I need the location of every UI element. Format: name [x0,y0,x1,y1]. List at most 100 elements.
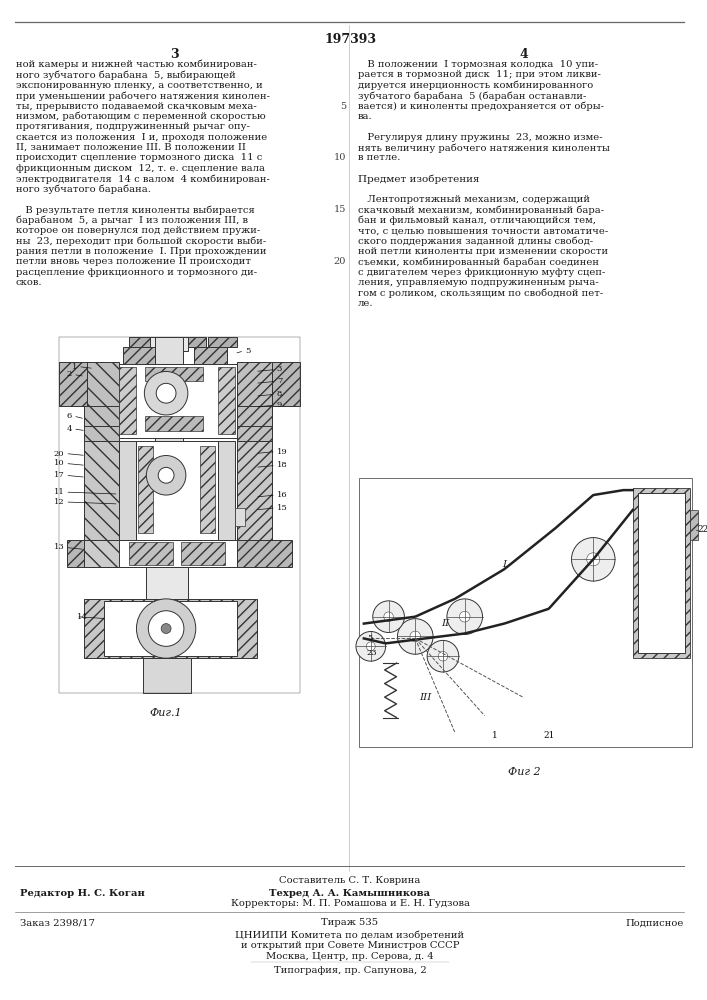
Bar [181,542,226,565]
Bar [238,540,292,567]
Circle shape [158,467,174,483]
Text: Предмет изобретения: Предмет изобретения [358,174,479,184]
Bar [238,362,272,441]
Text: петли вновь через положение II происходит: петли вновь через положение II происходи… [16,257,251,266]
Text: скается из положения  I и, проходя положение: скается из положения I и, проходя положе… [16,133,267,142]
Bar [119,364,238,438]
Bar [218,367,235,434]
Bar [200,446,214,533]
Bar [129,542,173,565]
Text: 22: 22 [697,525,707,534]
Bar [238,441,272,540]
Text: и открытий при Совете Министров СССР: и открытий при Совете Министров СССР [241,941,460,950]
Circle shape [148,611,184,646]
Text: II: II [441,619,449,628]
Bar [144,658,191,693]
Bar [633,488,690,658]
Text: 197393: 197393 [324,33,376,46]
Text: ной камеры и нижней частью комбинирован-: ной камеры и нижней частью комбинирован- [16,60,257,69]
Text: при уменьшении рабочего натяжения кинолен-: при уменьшении рабочего натяжения киноле… [16,91,270,101]
Text: 17: 17 [54,471,64,479]
Text: Техред А. А. Камышникова: Техред А. А. Камышникова [269,889,431,898]
Text: Типография, пр. Сапунова, 2: Типография, пр. Сапунова, 2 [274,966,426,975]
Bar [208,337,238,347]
Text: нять величину рабочего натяжения киноленты: нять величину рабочего натяжения кинолен… [358,143,610,153]
Text: Регулируя длину пружины  23, можно изме-: Регулируя длину пружины 23, можно изме- [358,133,602,142]
Bar [146,567,188,602]
Text: скачковый механизм, комбинированный бара-: скачковый механизм, комбинированный бара… [358,205,604,215]
Bar [119,441,136,540]
Text: экспонированную пленку, а соответственно, и: экспонированную пленку, а соответственно… [16,81,262,90]
Text: гом с роликом, скользящим по свободной пет-: гом с роликом, скользящим по свободной п… [358,288,603,298]
Text: 15: 15 [334,205,346,214]
Circle shape [571,538,615,581]
Text: ного зубчатого барабана.: ного зубчатого барабана. [16,185,151,194]
Circle shape [447,599,482,634]
Text: 14: 14 [77,613,88,621]
Text: ной петли киноленты при изменении скорости: ной петли киноленты при изменении скорос… [358,247,608,256]
Text: 3: 3 [277,365,282,373]
Bar [218,441,235,540]
Text: 19: 19 [277,448,288,456]
Bar [156,337,183,554]
Text: В результате петля киноленты выбирается: В результате петля киноленты выбирается [16,205,255,215]
Text: III: III [419,693,431,702]
Text: 5: 5 [245,347,250,355]
Text: дируется инерционность комбинированного: дируется инерционность комбинированного [358,81,593,90]
Circle shape [384,612,393,621]
Text: Корректоры: М. П. Ромашова и Е. Н. Гудзова: Корректоры: М. П. Ромашова и Е. Н. Гудзо… [230,899,469,908]
Bar [84,540,238,567]
Circle shape [397,619,433,654]
Text: сков.: сков. [16,278,42,287]
Text: Лентопротяжный механизм, содержащий: Лентопротяжный механизм, содержащий [358,195,590,204]
Text: низмом, работающим с переменной скоростью: низмом, работающим с переменной скорость… [16,112,266,121]
Text: ва.: ва. [358,112,373,121]
Text: фрикционным диском  12, т. е. сцепление вала: фрикционным диском 12, т. е. сцепление в… [16,164,265,173]
Circle shape [144,371,188,415]
Bar [146,416,203,431]
Text: 23: 23 [367,649,378,657]
Text: Тираж 535: Тираж 535 [322,918,378,927]
Bar [690,510,698,540]
Bar [638,493,685,653]
Text: II, занимает положение III. В положении II: II, занимает положение III. В положении … [16,143,246,152]
Bar [59,337,300,693]
Text: Составитель С. Т. Коврина: Составитель С. Т. Коврина [279,876,421,885]
Text: 15: 15 [277,504,288,512]
Text: Москва, Центр, пр. Серова, д. 4: Москва, Центр, пр. Серова, д. 4 [266,952,434,961]
Text: 20: 20 [334,257,346,266]
Text: 12: 12 [54,498,64,506]
Text: 10: 10 [334,153,346,162]
Text: ского поддержания заданной длины свобод-: ского поддержания заданной длины свобод- [358,236,593,246]
Bar [238,406,272,426]
Text: 11: 11 [54,488,64,496]
Text: В положении  I тормозная колодка  10 упи-: В положении I тормозная колодка 10 упи- [358,60,598,69]
Text: 5: 5 [367,634,372,642]
Text: что, с целью повышения точности автоматиче-: что, с целью повышения точности автомати… [358,226,608,235]
Bar [194,347,228,370]
Text: 8: 8 [277,390,282,398]
Text: протягивания, подпружиненный рычаг опу-: протягивания, подпружиненный рычаг опу- [16,122,250,131]
Text: в петле.: в петле. [358,153,400,162]
Circle shape [146,456,186,495]
Circle shape [460,611,470,622]
Bar [139,446,153,533]
Bar [84,441,119,540]
Bar [104,601,238,656]
Circle shape [136,599,196,658]
Text: электродвигателя  14 с валом  4 комбинирован-: электродвигателя 14 с валом 4 комбиниров… [16,174,269,184]
Text: ты, прерывисто подаваемой скачковым меха-: ты, прерывисто подаваемой скачковым меха… [16,102,257,111]
Text: зубчатого барабана  5 (барабан останавли-: зубчатого барабана 5 (барабан останавли- [358,91,586,101]
Text: 5: 5 [340,102,346,111]
Bar [59,362,87,406]
Text: 21: 21 [543,731,554,740]
Bar [84,599,257,658]
Bar [119,540,238,567]
Circle shape [438,651,448,661]
Text: съемки, комбинированный барабан соединен: съемки, комбинированный барабан соединен [358,257,599,267]
Text: 16: 16 [277,491,288,499]
Text: ного зубчатого барабана  5, выбирающей: ного зубчатого барабана 5, выбирающей [16,70,235,80]
Text: вается) и киноленты предохраняется от обры-: вается) и киноленты предохраняется от об… [358,102,604,111]
Text: 9: 9 [277,401,282,409]
Bar [84,406,119,426]
